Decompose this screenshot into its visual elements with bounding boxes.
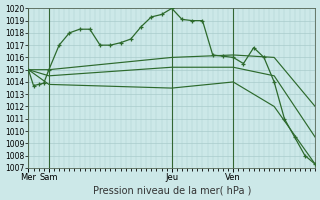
X-axis label: Pression niveau de la mer( hPa ): Pression niveau de la mer( hPa ) — [92, 185, 251, 195]
